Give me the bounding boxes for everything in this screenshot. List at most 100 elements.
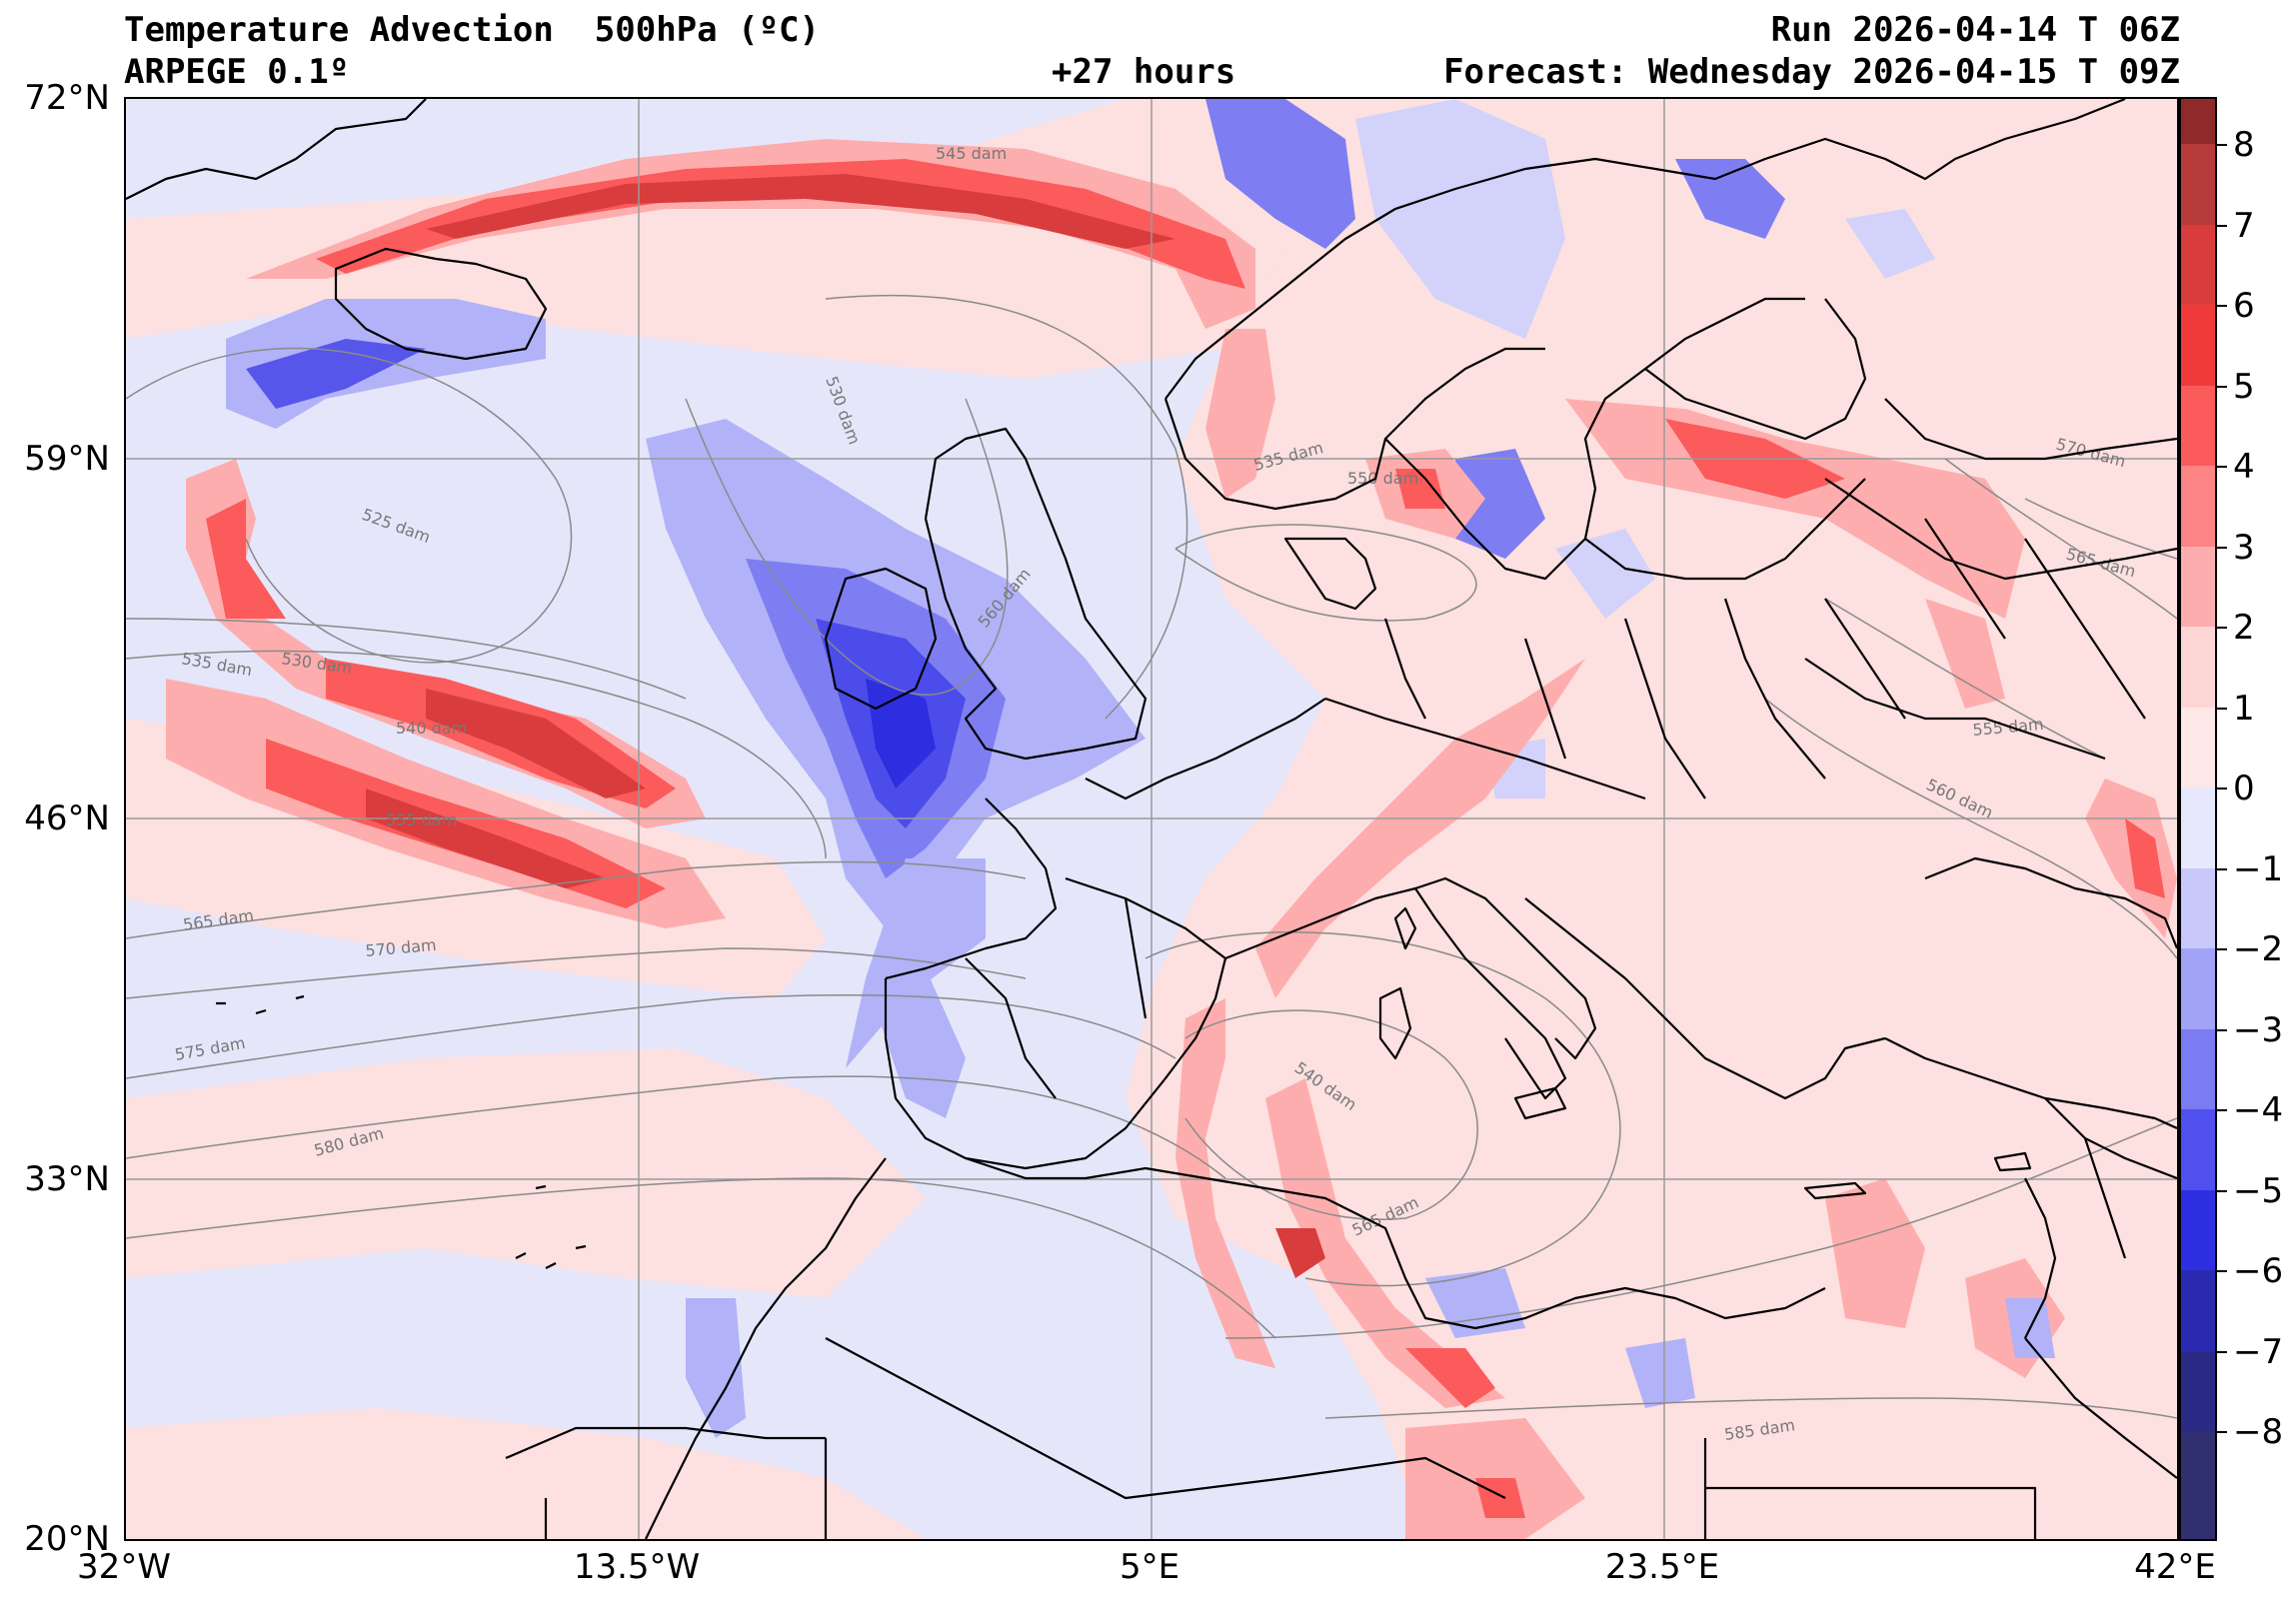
lon-tick-label: 23.5°E [1604,1547,1720,1587]
great-britain-coast [924,427,1148,761]
lon-tick-label: 5°E [1119,1547,1180,1587]
colorbar-tick [2217,867,2227,870]
colorbar-label: 2 [2233,608,2255,649]
colorbar-label: −4 [2233,1090,2284,1131]
colorbar-tick [2217,546,2227,549]
colorbar-tick [2217,1350,2227,1353]
colorbar-label: −3 [2233,1009,2284,1050]
contour-label: 555 dam [386,810,457,829]
ireland-coast [824,567,938,711]
lon-tick-label: 42°E [2134,1547,2216,1587]
italy-boot [1414,876,1597,1060]
grid-lines [126,99,2177,1539]
iberia-coast [884,876,1227,1170]
corsica [1393,906,1417,950]
sardinia [1378,986,1412,1060]
colorbar-label: −7 [2233,1331,2284,1372]
colorbar-segment [2181,948,2215,1029]
canary-islands [515,1244,587,1269]
colorbar-segment [2181,1028,2215,1109]
contour-label: 545 dam [936,144,1007,163]
colorbar-label: 0 [2233,769,2255,809]
warm-advection-band-north [246,139,1275,499]
norway-south-coast [1163,347,1545,511]
mediterranean-north-coast [1224,886,1567,1100]
colorbar-label: −8 [2233,1412,2284,1453]
colorbar-segment [2181,385,2215,466]
colorbar-label: 7 [2233,205,2255,246]
forecast-time: Forecast: Wednesday 2026-04-15 T 09Z [1443,52,2180,92]
colorbar-tick [2217,224,2227,227]
colorbar-tick [2217,627,2227,630]
middle-east-borders [2044,1097,2177,1259]
central-europe-borders [1324,518,2146,801]
colorbar-label: 1 [2233,688,2255,729]
coastlines [126,99,2177,1539]
colorbar-tick [2217,1109,2227,1112]
colorbar-label: 4 [2233,447,2255,488]
colorbar-segment [2181,144,2215,225]
azores [216,994,305,1015]
lat-tick-label: 59°N [24,439,110,479]
run-time: Run 2026-04-14 T 06Z [1770,10,2180,50]
lat-tick-label: 72°N [24,78,110,118]
red-sea-coast [2024,1337,2177,1479]
lon-tick-label: 13.5°W [573,1547,701,1587]
contour-label: 550 dam [1347,469,1418,488]
lon-tick-label: 32°W [77,1547,171,1587]
scandinavia-coast [1164,99,2126,400]
colorbar-segment [2181,867,2215,948]
lead-time: +27 hours [1052,52,1236,92]
iceland-coast [334,247,548,361]
baltic-coast [1584,478,1866,581]
france-coast [1085,698,1326,801]
colorbar-tick [2217,788,2227,791]
lat-tick-label: 20°N [24,1519,110,1559]
colorbar-tick [2217,466,2227,469]
colorbar-label: 6 [2233,286,2255,327]
levant-coast [2024,1177,2057,1339]
colorbar-segment [2181,1109,2215,1190]
warm-advection-band-atlantic [166,459,726,928]
colorbar-label: −2 [2233,929,2284,970]
colorbar-tick [2217,385,2227,388]
iberia-borders [965,897,1148,1099]
madeira [535,1184,547,1190]
cold-patches [1355,99,1935,799]
colorbar-segment [2181,707,2215,788]
model-name: ARPEGE 0.1º [124,52,350,92]
greenland-coast [126,99,427,200]
colorbar-segment [2181,546,2215,627]
colorbar-label: −1 [2233,848,2284,889]
denmark-coast [1283,537,1377,611]
colorbar-label: 8 [2233,125,2255,166]
colorbar-tick [2217,305,2227,308]
colorbar-label: 3 [2233,527,2255,568]
colorbar-tick [2217,1270,2227,1273]
map-title: Temperature Advection 500hPa (ºC) [124,10,820,50]
geopotential-contours [126,294,2177,1419]
colorbar-segment [2181,466,2215,547]
map-panel: 545 dam 530 dam 525 dam 535 dam 530 dam … [124,97,2179,1541]
colorbar-segment [2181,1270,2215,1351]
sahara-borders [505,1337,2037,1539]
sweden-coast [1384,297,1805,581]
colorbar-segment [2181,627,2215,708]
colorbar-segment [2181,305,2215,386]
lat-tick-label: 33°N [24,1159,110,1199]
map-canvas: 545 dam 530 dam 525 dam 535 dam 530 dam … [126,99,2177,1539]
colorbar [2179,97,2217,1541]
eastern-europe-borders [1804,398,2177,761]
colorbar-tick [2217,144,2227,147]
colorbar-tick [2217,1431,2227,1434]
cyprus [1993,1151,2032,1172]
morocco-coast [645,1157,887,1539]
finland-coast [1644,298,1867,441]
balkan-coast [1524,897,1886,1100]
lat-tick-label: 46°N [24,799,110,838]
colorbar-label: −6 [2233,1251,2284,1292]
colorbar-segment [2181,788,2215,868]
cold-advection-streaks [686,968,2055,1438]
colorbar-segment [2181,1350,2215,1431]
